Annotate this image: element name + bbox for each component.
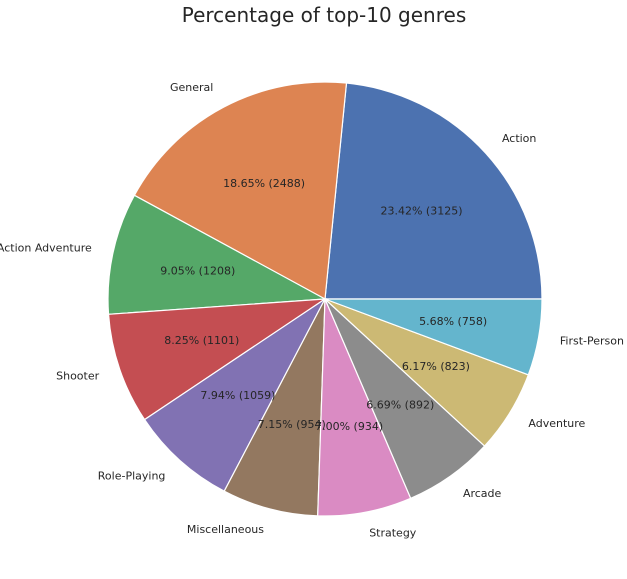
- pie-slice-role-playing: [143, 298, 326, 492]
- pie-slice-action-adventure: [107, 194, 328, 315]
- percent-label-first-person: 5.68% (758): [419, 315, 487, 328]
- percent-label-role-playing: 7.94% (1059): [200, 389, 275, 402]
- slice-label-adventure: Adventure: [528, 417, 585, 430]
- percent-label-action: 23.42% (3125): [380, 205, 462, 218]
- slice-label-action: Action: [502, 132, 536, 145]
- slice-label-miscellaneous: Miscellaneous: [187, 523, 264, 536]
- pie-labels: Action 23.42% (3125) General 18.65% (2488) A…: [0, 81, 624, 540]
- percent-label-miscellaneous: 7.15% (954): [258, 418, 326, 431]
- slice-label-shooter: Shooter: [56, 369, 99, 382]
- pie-slice-general: [133, 81, 348, 300]
- percent-label-strategy: 7.00% (934): [315, 420, 383, 433]
- chart-title: Percentage of top-10 genres: [182, 3, 466, 27]
- percent-label-shooter: 8.25% (1101): [164, 334, 239, 347]
- slice-label-role-playing: Role-Playing: [98, 470, 166, 483]
- pie-slice-action: [324, 82, 543, 300]
- percent-label-general: 18.65% (2488): [223, 177, 305, 190]
- percent-label-action-adventure: 9.05% (1208): [160, 264, 235, 277]
- percent-label-arcade: 6.69% (892): [366, 398, 434, 411]
- percent-label-adventure: 6.17% (823): [402, 360, 470, 373]
- slice-label-first-person: First-Person: [560, 334, 624, 347]
- pie-slice-shooter: [107, 298, 328, 421]
- pie-slices: [107, 81, 543, 517]
- pie-slice-first-person: [324, 298, 543, 376]
- slice-label-strategy: Strategy: [369, 527, 417, 540]
- slice-label-arcade: Arcade: [463, 487, 502, 500]
- slice-label-action-adventure: Action Adventure: [0, 241, 92, 254]
- slice-label-general: General: [170, 81, 213, 94]
